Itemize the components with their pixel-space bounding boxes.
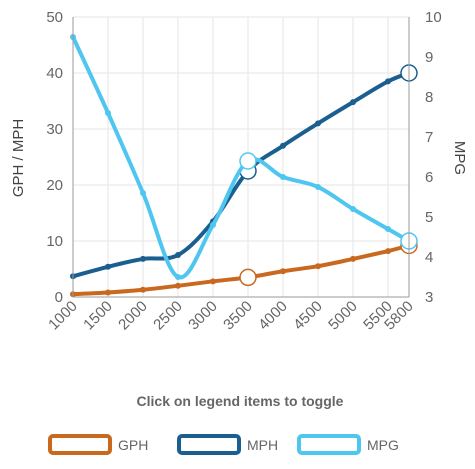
data-point[interactable] [280, 142, 286, 149]
data-point[interactable] [350, 255, 356, 262]
legend-swatch [177, 434, 241, 455]
legend-item-mpg[interactable]: MPG [297, 434, 399, 455]
data-point[interactable] [210, 222, 216, 228]
y-right-tick-label: 8 [425, 89, 433, 106]
data-point[interactable] [175, 274, 181, 280]
x-tick-label: 5000 [325, 298, 361, 334]
data-point[interactable] [105, 110, 111, 116]
legend-caption: Click on legend items to toggle [137, 393, 344, 409]
y-left-tick-label: 0 [55, 289, 63, 306]
x-tick-label: 2000 [115, 298, 151, 334]
x-tick-label: 4000 [255, 298, 291, 334]
data-point[interactable] [140, 255, 146, 262]
y-right-tick-label: 9 [425, 49, 433, 66]
y-left-tick-label: 50 [46, 9, 63, 26]
y-right-tick-label: 5 [425, 209, 433, 226]
data-point[interactable] [105, 289, 111, 296]
data-point[interactable] [350, 206, 356, 212]
data-point[interactable] [175, 282, 181, 289]
legend-item-gph[interactable]: GPH [48, 434, 148, 455]
data-point[interactable] [140, 190, 146, 196]
data-point[interactable] [280, 268, 286, 275]
x-tick-label: 1500 [80, 298, 116, 334]
data-point[interactable] [140, 286, 146, 293]
data-point-highlight[interactable] [239, 268, 257, 287]
y-right-tick-label: 4 [425, 249, 433, 266]
series-line-mpg [71, 35, 411, 280]
y-right-tick-label: 3 [425, 289, 433, 306]
y-left-tick-label: 10 [46, 233, 63, 250]
x-tick-label: 2500 [150, 298, 186, 334]
x-tick-label: 4500 [290, 298, 326, 334]
y-right-tick-label: 6 [425, 169, 433, 186]
data-point[interactable] [315, 184, 321, 190]
data-point-highlight[interactable] [239, 152, 257, 170]
legend-swatch [297, 434, 361, 455]
y-axis-right-title: MPG [451, 141, 468, 175]
y-axis-left-title: GPH / MPH [10, 119, 27, 197]
data-point[interactable] [385, 248, 391, 255]
legend-item-mph[interactable]: MPH [177, 434, 278, 455]
series-mpg [70, 34, 418, 280]
data-point[interactable] [385, 78, 391, 85]
data-point[interactable] [280, 174, 286, 180]
legend: GPH MPH MPG [48, 434, 399, 455]
series-gph [70, 236, 418, 298]
y-right-tick-label: 10 [425, 9, 442, 26]
legend-label: GPH [118, 437, 148, 453]
y-right-tick-label: 7 [425, 129, 433, 146]
data-point[interactable] [315, 263, 321, 270]
data-point[interactable] [210, 278, 216, 285]
data-point[interactable] [350, 99, 356, 106]
x-tick-label: 3000 [185, 298, 221, 334]
data-point[interactable] [175, 252, 181, 258]
x-tick-label: 3500 [220, 298, 256, 334]
legend-label: MPG [367, 437, 399, 453]
legend-label: MPH [247, 437, 278, 453]
series-mph [70, 64, 418, 280]
data-point[interactable] [385, 226, 391, 232]
y-left-tick-label: 30 [46, 121, 63, 138]
y-left-tick-label: 20 [46, 177, 63, 194]
data-point[interactable] [105, 263, 111, 270]
series-line-gph [71, 243, 411, 297]
data-point[interactable] [315, 120, 321, 127]
y-left-tick-label: 40 [46, 65, 63, 82]
x-tick-label: 1000 [45, 298, 81, 334]
legend-swatch [48, 434, 112, 455]
